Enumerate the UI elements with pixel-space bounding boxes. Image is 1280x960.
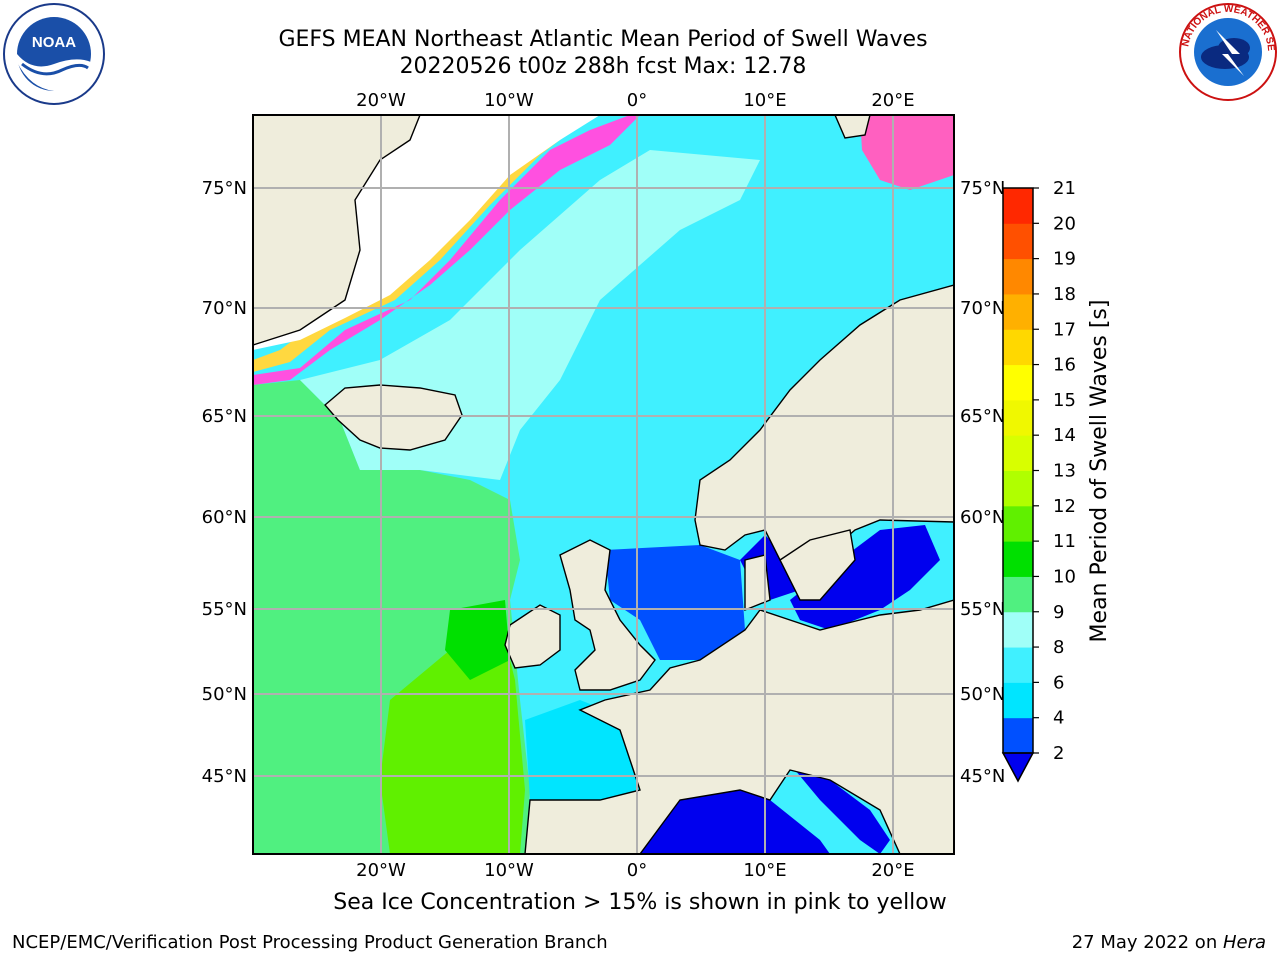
- lat-label-left: 55°N: [202, 599, 247, 620]
- colorbar-tick-label: 13: [1053, 461, 1076, 482]
- lat-label-left: 50°N: [202, 684, 247, 705]
- lon-label-top: 10°W: [484, 90, 534, 111]
- colorbar-tick-label: 4: [1053, 708, 1064, 729]
- footer-date: 27 May 2022 on Hera: [1072, 932, 1266, 953]
- footer-branch: NCEP/EMC/Verification Post Processing Pr…: [12, 932, 608, 953]
- colorbar-tick-label: 18: [1053, 284, 1076, 305]
- map-title: GEFS MEAN Northeast Atlantic Mean Period…: [278, 27, 928, 52]
- map-plot: [253, 115, 954, 854]
- colorbar-segment: [1003, 611, 1033, 648]
- colorbar-segment: [1003, 188, 1033, 224]
- lat-label-right: 50°N: [960, 684, 1005, 705]
- colorbar-tick-label: 2: [1053, 743, 1064, 764]
- colorbar-tick-label: 15: [1053, 390, 1076, 411]
- sea-ice-edge: [253, 115, 640, 385]
- colorbar-segment: [1003, 541, 1033, 577]
- nws-logo: NATIONAL WEATHER SERVICE: [1178, 2, 1277, 101]
- colorbar-tick-label: 9: [1053, 602, 1064, 623]
- colorbar-tick-label: 14: [1053, 425, 1076, 446]
- baltic-below-2s: [790, 525, 940, 630]
- lon-label-top: 10°E: [743, 90, 786, 111]
- greenland-coast: [253, 115, 421, 346]
- lat-label-left: 70°N: [202, 298, 247, 319]
- colorbar-segment: [1003, 435, 1033, 471]
- ireland: [504, 604, 561, 669]
- lat-labels-left: 75°N 70°N 65°N 60°N 55°N 50°N 45°N: [202, 178, 247, 787]
- colorbar-segment: [1003, 470, 1033, 507]
- noaa-logo: NOAA: [3, 3, 105, 105]
- land-masses: [253, 115, 954, 854]
- sweden-south: [779, 529, 856, 601]
- swell-10-11s-region: [445, 600, 510, 680]
- colorbar-segment: [1003, 293, 1033, 330]
- iceland: [324, 384, 463, 451]
- swell-2-4s-north-sea: [605, 545, 745, 660]
- sea-ice-caption: Sea Ice Concentration > 15% is shown in …: [333, 890, 947, 915]
- colorbar-tick-label: 17: [1053, 319, 1076, 340]
- lon-label-bottom: 10°W: [484, 860, 534, 881]
- lat-label-right: 70°N: [960, 298, 1005, 319]
- colorbar-segment: [1003, 647, 1033, 683]
- colorbar-tick-label: 20: [1053, 213, 1076, 234]
- lon-label-bottom: 0°: [627, 860, 647, 881]
- svalbard: [834, 115, 871, 139]
- lon-labels-bottom: 20°W 10°W 0° 10°E 20°E: [356, 860, 914, 881]
- denmark: [744, 554, 771, 612]
- lat-label-right: 75°N: [960, 178, 1005, 199]
- swell-11-12s-region: [380, 620, 525, 854]
- colorbar-extend-arrow: [1001, 752, 1035, 783]
- lon-label-top: 20°W: [356, 90, 406, 111]
- footer-date-text: 27 May 2022 on: [1071, 932, 1223, 953]
- colorbar-segment: [1003, 717, 1033, 754]
- colorbar-segment: [1003, 364, 1033, 401]
- lat-label-right: 45°N: [960, 766, 1005, 787]
- colorbar-segment: [1003, 329, 1033, 366]
- lat-label-left: 60°N: [202, 507, 247, 528]
- colorbar-tick-label: 19: [1053, 249, 1076, 270]
- map-subtitle: 20220526 t00z 288h fcst Max: 12.78: [399, 54, 807, 79]
- colorbar-tick-label: 10: [1053, 566, 1076, 587]
- lon-labels-top: 20°W 10°W 0° 10°E 20°E: [356, 90, 914, 111]
- colorbar-tick-label: 8: [1053, 637, 1064, 658]
- colorbar-tick-label: 11: [1053, 531, 1076, 552]
- colorbar-segment: [1003, 682, 1033, 719]
- colorbar-segment: [1003, 258, 1033, 295]
- lon-label-bottom: 20°W: [356, 860, 406, 881]
- lat-labels-right: 75°N 70°N 65°N 60°N 55°N 50°N 45°N: [960, 178, 1005, 787]
- colorbar-segment: [1003, 399, 1033, 436]
- noaa-logo-text: NOAA: [32, 34, 76, 51]
- mediterranean-below-2s: [640, 790, 830, 854]
- colorbar-tick-label: 21: [1053, 178, 1076, 199]
- lon-label-top: 0°: [627, 90, 647, 111]
- lon-label-bottom: 10°E: [743, 860, 786, 881]
- lat-label-right: 60°N: [960, 507, 1005, 528]
- lat-label-right: 55°N: [960, 599, 1005, 620]
- british-isles: [559, 539, 656, 691]
- adriatic-below-2s: [795, 770, 890, 854]
- footer-host: Hera: [1222, 932, 1266, 953]
- colorbar-tick-label: 6: [1053, 672, 1064, 693]
- lat-label-left: 65°N: [202, 406, 247, 427]
- colorbar-segment: [1003, 505, 1033, 542]
- colorbar-segment: [1003, 576, 1033, 613]
- lon-label-top: 20°E: [871, 90, 914, 111]
- map-frame: [252, 114, 955, 855]
- lat-label-left: 45°N: [202, 766, 247, 787]
- lon-label-bottom: 20°E: [871, 860, 914, 881]
- colorbar-label: Mean Period of Swell Waves [s]: [1087, 300, 1112, 643]
- graticule: [253, 115, 954, 854]
- lat-label-left: 75°N: [202, 178, 247, 199]
- colorbar-tick-label: 12: [1053, 496, 1076, 517]
- colorbar: 2 4 6 8 9 10 11 12 13 14 15 16 17 18 19 20 21: [1001, 178, 1076, 783]
- colorbar-tick-label: 16: [1053, 355, 1076, 376]
- colorbar-segment: [1003, 223, 1033, 260]
- lat-label-right: 65°N: [960, 406, 1005, 427]
- svalbard-sea-ice: [860, 115, 954, 190]
